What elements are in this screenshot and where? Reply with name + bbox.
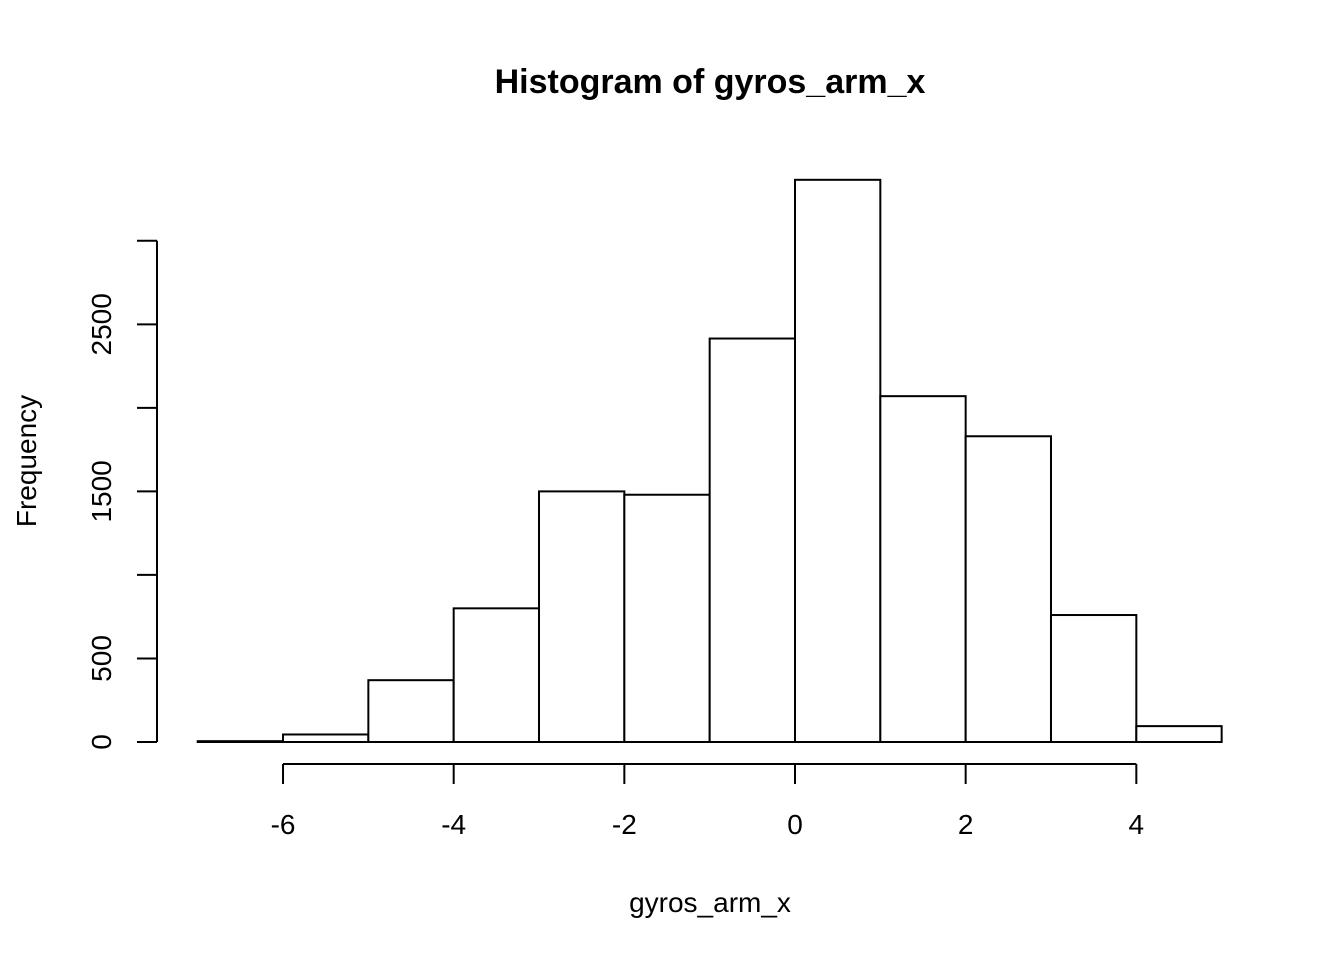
x-axis-label: gyros_arm_x: [629, 887, 791, 918]
histogram-bar-4: [538, 490, 626, 743]
x-tick-label-2: -2: [612, 809, 637, 840]
y-tick-label-3: 1500: [86, 460, 117, 522]
histogram-bar-10: [1049, 614, 1138, 743]
histogram-bar-9: [964, 435, 1052, 743]
histogram-bar-11: [1135, 725, 1223, 744]
histogram-bar-7: [794, 178, 882, 743]
y-axis: 0 500 1500 2500: [86, 239, 158, 750]
x-tick-label-1: -4: [441, 809, 466, 840]
histogram-bar-8: [879, 395, 967, 743]
bars-group: [196, 178, 1223, 744]
x-tick-label-4: 2: [958, 809, 974, 840]
chart-title: Histogram of gyros_arm_x: [495, 63, 926, 101]
histogram-bar-0: [196, 740, 285, 744]
histogram-bar-2: [367, 679, 455, 743]
y-tick-label-5: 2500: [86, 293, 117, 355]
x-tick-label-3: 0: [787, 809, 803, 840]
histogram-bar-5: [623, 493, 711, 743]
x-axis: -6 -4 -2 0 2 4: [271, 763, 1145, 840]
histogram-bar-1: [282, 733, 370, 744]
y-axis-label: Frequency: [11, 395, 42, 527]
histogram-bar-6: [708, 337, 796, 743]
y-tick-label-0: 0: [86, 734, 117, 750]
x-tick-label-5: 4: [1129, 809, 1145, 840]
x-tick-label-0: -6: [271, 809, 296, 840]
histogram-bar-3: [452, 607, 541, 743]
y-tick-label-1: 500: [86, 635, 117, 682]
